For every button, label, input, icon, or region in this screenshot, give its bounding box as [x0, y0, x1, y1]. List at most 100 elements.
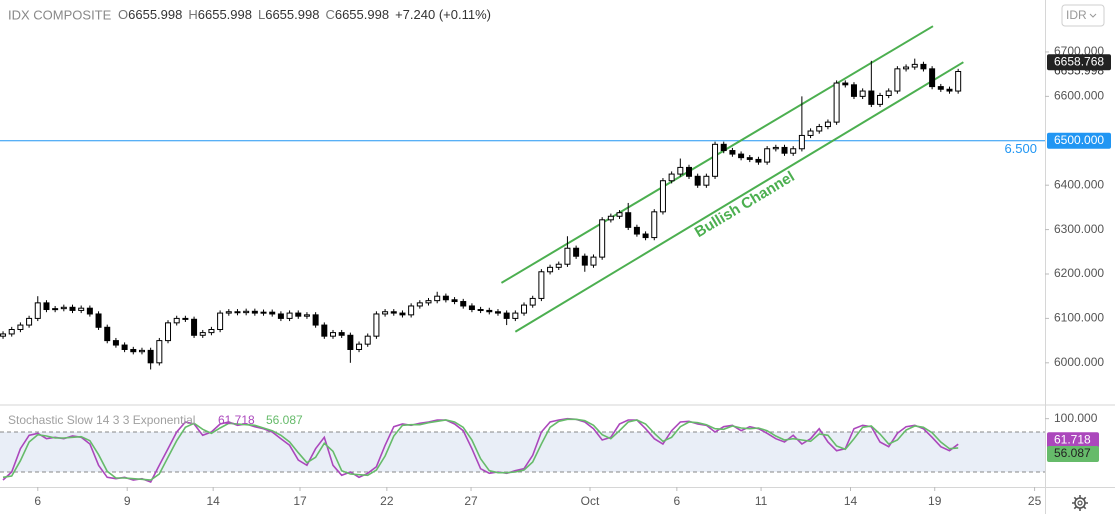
stoch-band: [0, 432, 1045, 472]
candle-body: [494, 311, 501, 314]
candle-body: [251, 310, 258, 314]
candle-body: [26, 317, 33, 326]
symbol-title: IDX COMPOSITE: [8, 7, 112, 22]
candle-body: [425, 300, 432, 304]
candle-body: [677, 166, 684, 175]
candle-body: [34, 302, 41, 319]
ohlc-value: 6655.998: [265, 7, 319, 22]
x-tick-label: 25: [1028, 494, 1042, 508]
candle-body: [373, 313, 380, 337]
candle-body: [625, 212, 632, 228]
stoch-tag-box: [1047, 445, 1099, 462]
ohlc-value: 6655.998: [335, 7, 389, 22]
candle-body: [894, 68, 901, 92]
candle-body: [529, 297, 536, 306]
candle-body: [8, 329, 15, 335]
candle-body: [755, 158, 762, 163]
x-tick-label: 9: [124, 494, 131, 508]
candle-body: [503, 312, 510, 319]
stoch-line: [2, 418, 959, 481]
candle-body: [764, 148, 771, 163]
price-tag-box: [1047, 132, 1111, 149]
candle-body: [182, 317, 189, 320]
candle-body: [555, 263, 562, 268]
candle-body: [903, 66, 910, 70]
candle-body: [929, 68, 936, 88]
x-tick-label: 22: [380, 494, 394, 508]
settings-icon[interactable]: [1072, 495, 1088, 511]
candle-body: [746, 157, 753, 160]
currency-button[interactable]: IDR: [1061, 4, 1105, 27]
stoch-tag-box: [1047, 432, 1099, 449]
candle-body: [720, 143, 727, 152]
price-tag: 6658.768: [1054, 54, 1104, 68]
candle-body: [277, 313, 284, 319]
x-tick-label: Oct: [581, 494, 600, 508]
candle-body: [547, 266, 554, 273]
candle-body: [286, 312, 293, 319]
y-tick-label: 6200.000: [1054, 266, 1104, 280]
candle-body: [833, 82, 840, 123]
candle-body: [781, 146, 788, 154]
candle-body: [382, 311, 389, 315]
x-tick-label: 14: [206, 494, 220, 508]
candle-body: [60, 306, 67, 310]
stoch-tag: 56.087: [1054, 446, 1091, 460]
candle-body: [911, 63, 918, 68]
y-tick-label: 6300.000: [1054, 222, 1104, 236]
candle-body: [824, 121, 831, 128]
candle-body: [338, 332, 345, 336]
candle-body: [468, 305, 475, 311]
candle-body: [399, 312, 406, 316]
x-tick-label: 27: [464, 494, 478, 508]
candle-body: [798, 134, 805, 150]
horizontal-line-label: 6.500: [1004, 141, 1037, 156]
candle-body: [937, 86, 944, 90]
candle-body: [347, 334, 354, 350]
candle-body: [130, 348, 137, 353]
y-tick-label: 100.000: [1054, 411, 1098, 425]
candle-body: [850, 84, 857, 97]
candle-body: [573, 247, 580, 257]
candle-body: [321, 324, 328, 337]
candle-body: [69, 306, 76, 311]
candle-body: [329, 332, 336, 337]
candle-body: [104, 326, 111, 342]
candle-body: [685, 166, 692, 177]
candle-body: [859, 90, 866, 97]
candle-body: [616, 212, 623, 217]
candle-body: [165, 322, 172, 342]
candle-body: [356, 343, 363, 350]
candle-body: [408, 305, 415, 316]
ohlc-key: L: [258, 7, 265, 22]
candle-body: [147, 349, 154, 364]
indicator-title: Stochastic Slow 14 3 3 Exponential: [8, 413, 195, 427]
candle-body: [642, 233, 649, 239]
indicator-d-value: 56.087: [266, 413, 303, 427]
candle-body: [816, 126, 823, 132]
candle-body: [581, 255, 588, 266]
candle-body: [920, 63, 927, 70]
candle-body: [460, 301, 467, 307]
candle-body: [712, 143, 719, 177]
candle-body: [416, 302, 423, 307]
candle-body: [607, 215, 614, 221]
y-tick-label: 6600.000: [1054, 89, 1104, 103]
candle-body: [599, 219, 606, 258]
candle-body: [78, 307, 85, 311]
candle-body: [885, 90, 892, 96]
candle-body: [269, 311, 276, 315]
candle-body: [243, 310, 250, 314]
candle-body: [955, 70, 962, 92]
candle-body: [112, 340, 119, 346]
x-tick-label: 19: [928, 494, 942, 508]
candle-body: [477, 309, 484, 312]
candle-body: [295, 312, 302, 317]
ohlc-legend: O6655.998 H6655.998 L6655.998 C6655.998 +7.2…: [118, 7, 491, 22]
price-tag: 6500.000: [1054, 133, 1104, 147]
candle-body: [738, 153, 745, 159]
candle-body: [43, 302, 50, 311]
candle-body: [208, 329, 215, 334]
chevron: [1089, 13, 1097, 18]
candle-body: [659, 180, 666, 213]
